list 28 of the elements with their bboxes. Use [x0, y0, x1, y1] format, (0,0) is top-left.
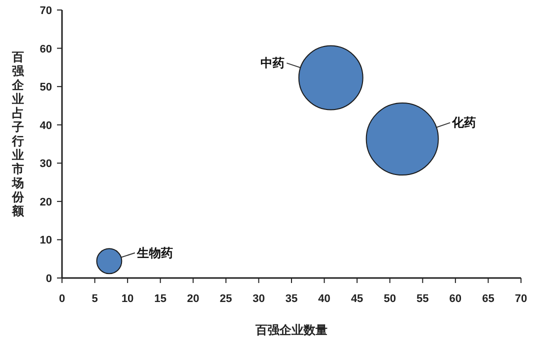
x-tick-label: 10	[121, 293, 134, 305]
x-tick-label: 25	[220, 293, 232, 305]
y-tick-label: 10	[40, 234, 52, 247]
x-tick-label: 40	[318, 293, 330, 305]
x-tick-label: 35	[285, 293, 298, 305]
x-tick-label: 55	[416, 293, 429, 305]
x-tick-label: 0	[58, 293, 66, 305]
annotation: 生物药	[136, 246, 173, 260]
x-tick-label: 50	[384, 293, 396, 305]
x-tick-label: 60	[449, 293, 462, 305]
y-tick-label: 70	[40, 5, 52, 17]
x-tick-label: 30	[252, 293, 265, 305]
x-tick-label: 45	[350, 293, 364, 305]
y-tick-label: 0	[46, 273, 52, 285]
annotation: 化药	[451, 116, 476, 130]
y-tick-label: 40	[40, 120, 52, 132]
x-tick-label: 15	[154, 293, 166, 305]
x-tick-label: 20	[187, 293, 200, 305]
y-tick-label: 30	[40, 158, 52, 170]
x-tick-label: 5	[92, 293, 98, 305]
x-tick-label: 70	[514, 293, 528, 305]
y-tick-label: 50	[40, 82, 52, 94]
annotation: 中药	[260, 56, 285, 70]
y-tick-label: 20	[40, 196, 52, 208]
y-tick-label: 60	[40, 43, 52, 56]
x-tick-label: 65	[482, 293, 494, 305]
x-axis-title: 百强企业数量	[254, 323, 328, 337]
text: 百强企业占子行业市场份额	[12, 50, 24, 218]
